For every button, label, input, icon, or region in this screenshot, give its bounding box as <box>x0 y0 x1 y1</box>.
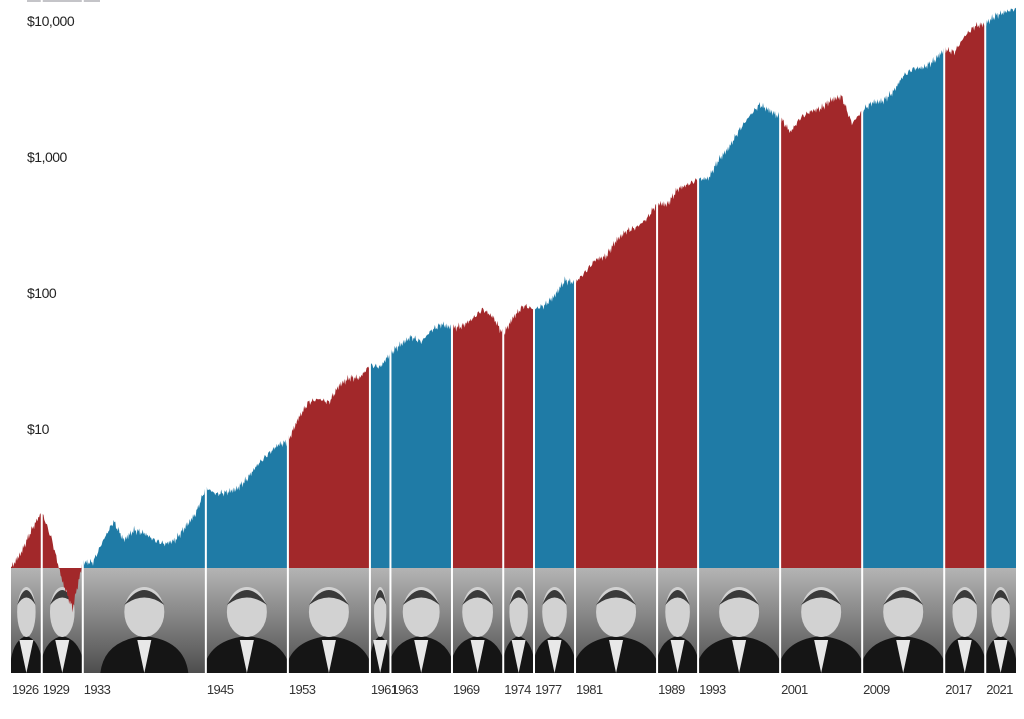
y-tick-label: $1,000 <box>27 149 67 165</box>
term-separator <box>984 0 987 673</box>
header-rule <box>27 0 100 2</box>
term-start-year-label: 1963 <box>391 682 418 697</box>
term-area <box>390 321 452 568</box>
president-portrait <box>369 587 391 673</box>
term-area <box>82 486 206 568</box>
president-portrait <box>944 587 986 673</box>
term-area <box>575 200 658 568</box>
term-separator <box>40 0 43 673</box>
term-start-year-label: 1977 <box>535 682 562 697</box>
term-area <box>698 102 781 568</box>
president-portrait <box>451 587 504 673</box>
term-area <box>369 353 391 568</box>
term-start-year-label: 1961 <box>370 682 398 697</box>
term-area <box>41 511 83 613</box>
term-separator <box>943 0 946 673</box>
president-portrait <box>534 587 576 673</box>
term-separator <box>389 0 392 673</box>
term-area <box>944 21 986 568</box>
term-separator <box>861 0 864 673</box>
president-portrait <box>698 587 781 673</box>
term-start-year-label: 2021 <box>986 682 1013 697</box>
term-separator <box>697 0 700 673</box>
president-portrait <box>780 587 863 673</box>
term-area <box>985 7 1016 568</box>
term-separator <box>368 0 371 673</box>
term-start-year-label: 1969 <box>452 682 480 697</box>
term-separator <box>656 0 659 673</box>
term-area <box>287 366 370 568</box>
term-separator <box>574 0 577 673</box>
term-separator <box>450 0 453 673</box>
term-area <box>534 276 576 568</box>
president-portrait <box>503 587 535 673</box>
term-area <box>451 307 504 568</box>
president-portrait <box>287 587 370 673</box>
term-separator <box>204 0 207 673</box>
president-portrait <box>575 587 658 673</box>
president-portrait <box>985 587 1016 673</box>
term-separator <box>81 0 84 673</box>
president-portrait <box>100 587 189 673</box>
term-start-year-label: 1953 <box>288 682 316 697</box>
term-separator <box>502 0 505 673</box>
term-separator <box>779 0 782 673</box>
y-tick-label: $100 <box>27 285 57 301</box>
president-portrait <box>657 587 699 673</box>
term-area <box>11 511 42 568</box>
term-start-year-label: 1989 <box>658 682 685 697</box>
term-start-year-label: 2009 <box>863 682 890 697</box>
y-tick-label: $10,000 <box>27 13 75 29</box>
term-area <box>503 303 535 568</box>
term-start-year-label: 1993 <box>699 682 726 697</box>
y-tick-label: $10 <box>27 421 49 437</box>
term-start-year-label: 1945 <box>206 682 234 697</box>
president-portrait <box>11 587 42 673</box>
president-portrait <box>390 587 452 673</box>
term-area <box>862 48 945 568</box>
term-start-year-label: 2001 <box>781 682 808 697</box>
president-portrait <box>205 587 288 673</box>
term-area <box>205 439 288 568</box>
term-start-year-label: 1926 <box>12 682 39 697</box>
president-portrait <box>862 587 945 673</box>
term-area <box>657 178 699 568</box>
term-start-year-label: 1933 <box>83 682 111 697</box>
term-separator <box>286 0 289 673</box>
term-separator <box>533 0 536 673</box>
term-start-year-label: 1974 <box>504 682 531 697</box>
term-start-year-label: 1981 <box>576 682 603 697</box>
term-area <box>780 94 863 568</box>
term-start-year-label: 1929 <box>42 682 70 697</box>
term-start-year-label: 2017 <box>945 682 972 697</box>
